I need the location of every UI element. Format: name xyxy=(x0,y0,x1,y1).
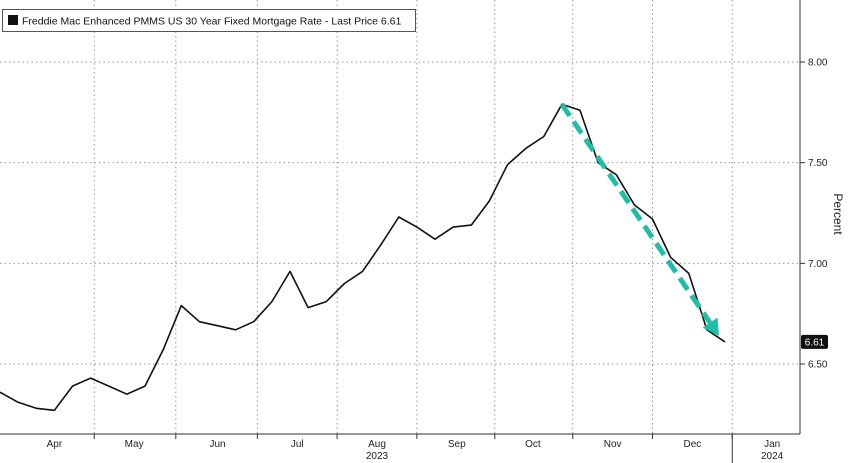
legend-text: Freddie Mac Enhanced PMMS US 30 Year Fix… xyxy=(22,16,402,28)
x-tick-label: Jun xyxy=(209,439,225,450)
x-tick-label: Apr xyxy=(47,439,63,450)
annotation-layer xyxy=(559,102,719,336)
legend-box xyxy=(2,9,416,32)
x-tick-label: Dec xyxy=(683,439,701,450)
x-tick-label: Sep xyxy=(448,439,466,450)
x-tick-label: Aug xyxy=(368,439,386,450)
last-price-badge xyxy=(801,334,828,349)
y-tick-label: 6.50 xyxy=(808,360,828,371)
legend-swatch xyxy=(8,15,18,25)
vertical-gridlines xyxy=(93,0,733,434)
trend-arrow-shaft xyxy=(559,102,713,325)
x-tick-label: Nov xyxy=(604,439,622,450)
trend-arrow-head xyxy=(702,317,719,336)
y-tick-label: 7.50 xyxy=(808,158,828,169)
y-axis-label: Percent xyxy=(831,193,845,235)
last-price-marker: 6.61 xyxy=(801,334,828,349)
y-axis-ticks: 6.50 7.00 7.50 8.00 xyxy=(800,58,828,371)
horizontal-gridlines xyxy=(0,61,800,365)
x-tick-label: Jan xyxy=(764,439,780,450)
last-price-label: 6.61 xyxy=(805,337,825,348)
x-year-label: 2024 xyxy=(761,451,784,462)
x-tick-label: Oct xyxy=(525,439,541,450)
x-tick-label: Jul xyxy=(291,439,304,450)
y-tick-label: 8.00 xyxy=(808,58,828,69)
x-tick-label: May xyxy=(125,439,144,450)
x-axis-ticks: Apr May Jun Jul Aug Sep Oct Nov Dec Jan 2023 2024 xyxy=(47,434,784,463)
x-year-label: 2023 xyxy=(366,451,389,462)
legend: Freddie Mac Enhanced PMMS US 30 Year Fix… xyxy=(2,9,416,32)
y-tick-label: 7.00 xyxy=(808,259,828,270)
